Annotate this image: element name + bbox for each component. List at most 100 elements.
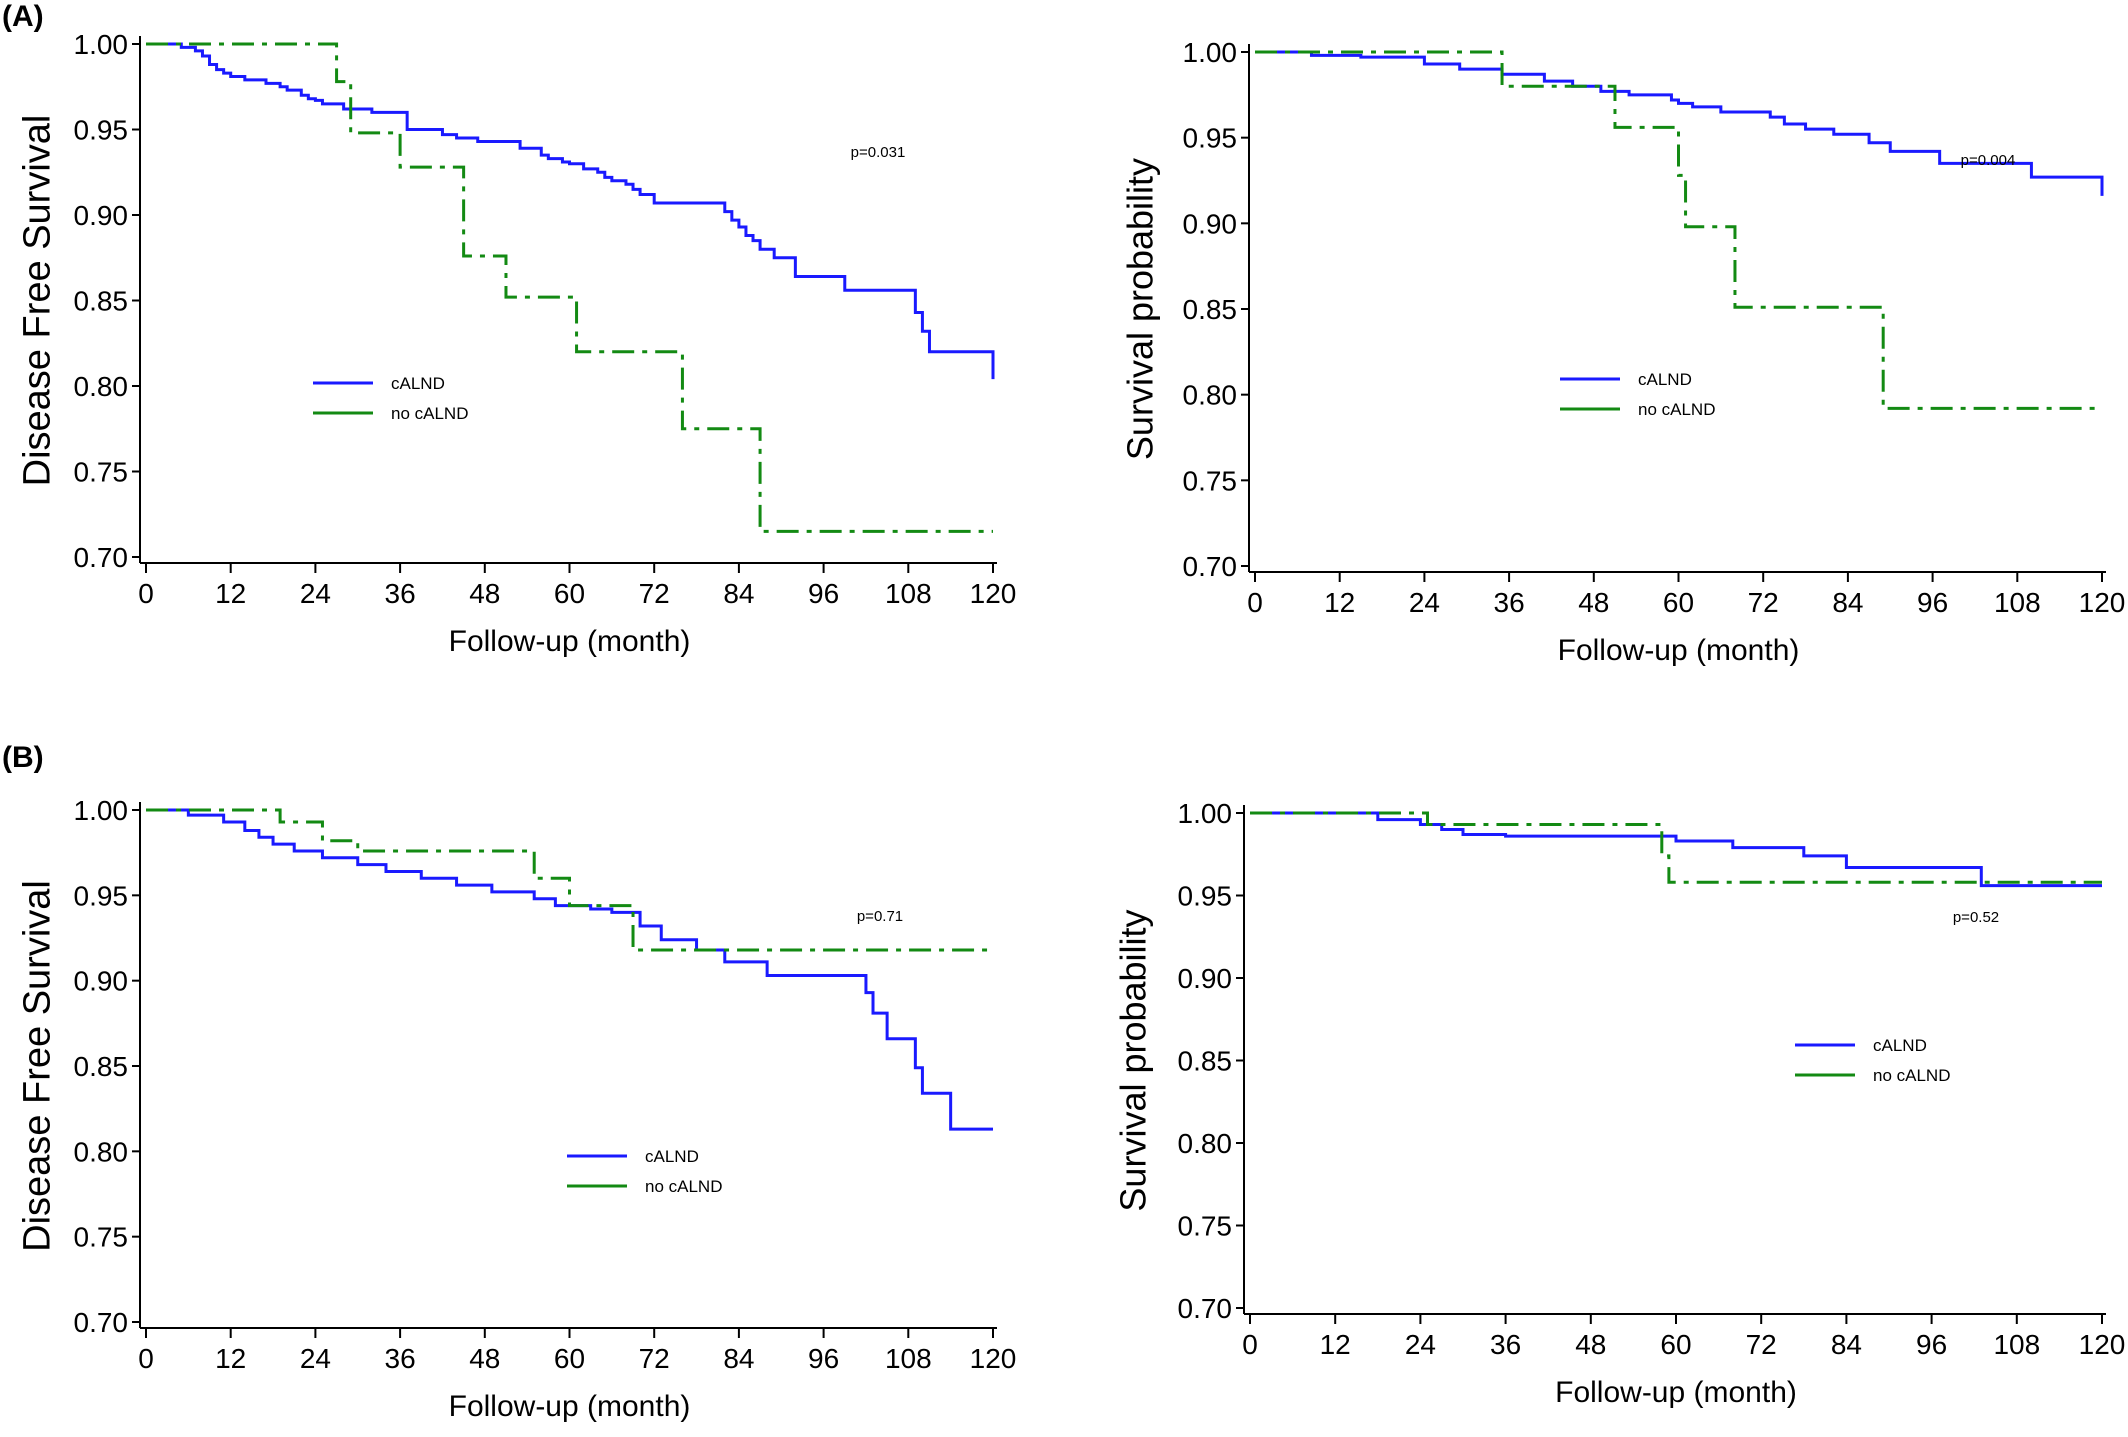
x-tick-label: 60 (554, 1343, 585, 1374)
x-tick-label: 108 (885, 578, 932, 609)
y-tick-label: 0.90 (74, 966, 129, 997)
x-tick-label: 12 (1324, 587, 1355, 618)
x-axis-label: Follow-up (month) (449, 625, 691, 658)
panel-label-a: (A) (2, 0, 44, 33)
x-tick-label: 84 (1832, 587, 1863, 618)
y-tick-label: 0.70 (74, 1307, 129, 1338)
y-tick-label: 0.80 (1178, 1128, 1233, 1159)
x-tick-label: 0 (138, 578, 154, 609)
y-tick-label: 0.85 (74, 286, 129, 317)
x-tick-label: 48 (469, 1343, 500, 1374)
series-line-calnd (146, 42, 995, 380)
series-line-calnd (1250, 811, 2102, 888)
p-value-annotation: p=0.031 (851, 144, 906, 161)
legend: cALND no cALND (567, 1147, 722, 1196)
x-tick-label: 12 (1320, 1329, 1351, 1360)
x-axis-label: Follow-up (month) (449, 1390, 691, 1423)
y-tick-label: 0.80 (74, 371, 129, 402)
x-tick-label: 84 (723, 1343, 754, 1374)
y-tick-label: 0.75 (1183, 465, 1238, 496)
y-tick-label: 0.80 (74, 1136, 129, 1167)
x-tick-label: 84 (723, 578, 754, 609)
x-tick-label: 60 (1660, 1329, 1691, 1360)
x-tick-label: 120 (2079, 1329, 2126, 1360)
y-axis-label: Disease Free Survival (16, 115, 58, 487)
x-tick-label: 48 (1575, 1329, 1606, 1360)
y-tick-label: 0.85 (74, 1051, 129, 1082)
x-tick-label: 96 (1916, 1329, 1947, 1360)
panel-label-b: (B) (2, 741, 44, 774)
y-tick-label: 0.90 (1178, 963, 1233, 994)
x-tick-label: 72 (639, 578, 670, 609)
x-tick-label: 48 (1578, 587, 1609, 618)
x-axis-label: Follow-up (month) (1558, 634, 1800, 667)
x-tick-label: 108 (1994, 587, 2041, 618)
y-tick-label: 0.90 (74, 200, 129, 231)
chart-panel-2: 0.70 0.75 0.80 0.85 0.90 0.95 1.00 0 12 24 36 48 60 7… (1120, 37, 2126, 667)
p-value-annotation: p=0.71 (857, 908, 903, 925)
y-tick-label: 0.80 (1183, 380, 1238, 411)
legend-label: cALND (391, 374, 445, 393)
x-tick-label: 24 (300, 578, 331, 609)
chart-panel-1: 0.70 0.75 0.80 0.85 0.90 0.95 1.00 0 12 24 36 48 60 7… (16, 29, 1016, 658)
legend-label: no cALND (1873, 1066, 1950, 1085)
legend-label: cALND (1638, 370, 1692, 389)
y-tick-label: 0.95 (1178, 881, 1233, 912)
y-axis-label: Survival probability (1113, 909, 1154, 1211)
legend-label: no cALND (645, 1177, 722, 1196)
x-tick-label: 72 (1746, 1329, 1777, 1360)
x-axis-label: Follow-up (month) (1555, 1376, 1797, 1409)
x-tick-label: 36 (385, 578, 416, 609)
x-tick-label: 96 (1917, 587, 1948, 618)
p-value-annotation: p=0.004 (1961, 152, 2016, 169)
legend: cALND no cALND (313, 374, 468, 423)
series-line-calnd (146, 808, 993, 1131)
x-tick-label: 72 (1748, 587, 1779, 618)
legend-label: cALND (645, 1147, 699, 1166)
y-tick-label: 0.85 (1178, 1046, 1233, 1077)
x-tick-label: 0 (1242, 1329, 1258, 1360)
x-tick-label: 96 (808, 1343, 839, 1374)
chart-panel-3: 0.70 0.75 0.80 0.85 0.90 0.95 1.00 0 12 24 36 48 60 7… (16, 795, 1016, 1423)
series-line-no-calnd (146, 42, 993, 533)
y-tick-label: 1.00 (1183, 37, 1238, 68)
x-tick-label: 12 (215, 578, 246, 609)
x-tick-label: 48 (469, 578, 500, 609)
x-tick-label: 36 (385, 1343, 416, 1374)
x-tick-label: 120 (970, 578, 1017, 609)
legend: cALND no cALND (1795, 1036, 1950, 1085)
y-tick-label: 1.00 (1178, 798, 1233, 829)
legend: cALND no cALND (1560, 370, 1715, 419)
y-tick-label: 0.95 (74, 880, 129, 911)
y-tick-label: 0.70 (1183, 551, 1238, 582)
series-line-no-calnd (1255, 50, 2102, 410)
x-tick-label: 120 (970, 1343, 1017, 1374)
x-tick-label: 84 (1831, 1329, 1862, 1360)
y-tick-label: 0.75 (1178, 1211, 1233, 1242)
y-tick-label: 0.90 (1183, 208, 1238, 239)
y-axis-label: Disease Free Survival (16, 880, 58, 1252)
x-tick-label: 96 (808, 578, 839, 609)
y-tick-label: 0.75 (74, 457, 129, 488)
x-tick-label: 60 (1663, 587, 1694, 618)
chart-panel-4: 0.70 0.75 0.80 0.85 0.90 0.95 1.00 0 12 24 36 48 60 7… (1113, 798, 2126, 1409)
legend-label: no cALND (1638, 400, 1715, 419)
y-tick-label: 0.70 (74, 542, 129, 573)
series-line-calnd (1255, 50, 2104, 196)
x-tick-label: 120 (2079, 587, 2126, 618)
x-tick-label: 0 (1247, 587, 1263, 618)
y-tick-label: 0.75 (74, 1222, 129, 1253)
x-tick-label: 108 (1993, 1329, 2040, 1360)
x-tick-label: 24 (300, 1343, 331, 1374)
x-tick-label: 0 (138, 1343, 154, 1374)
x-tick-label: 36 (1490, 1329, 1521, 1360)
p-value-annotation: p=0.52 (1953, 909, 1999, 926)
x-tick-label: 24 (1405, 1329, 1436, 1360)
legend-label: no cALND (391, 404, 468, 423)
y-axis-label: Survival probability (1120, 158, 1161, 460)
x-tick-label: 12 (215, 1343, 246, 1374)
series-line-no-calnd (1250, 811, 2102, 884)
y-tick-label: 1.00 (74, 795, 129, 826)
x-tick-label: 72 (639, 1343, 670, 1374)
